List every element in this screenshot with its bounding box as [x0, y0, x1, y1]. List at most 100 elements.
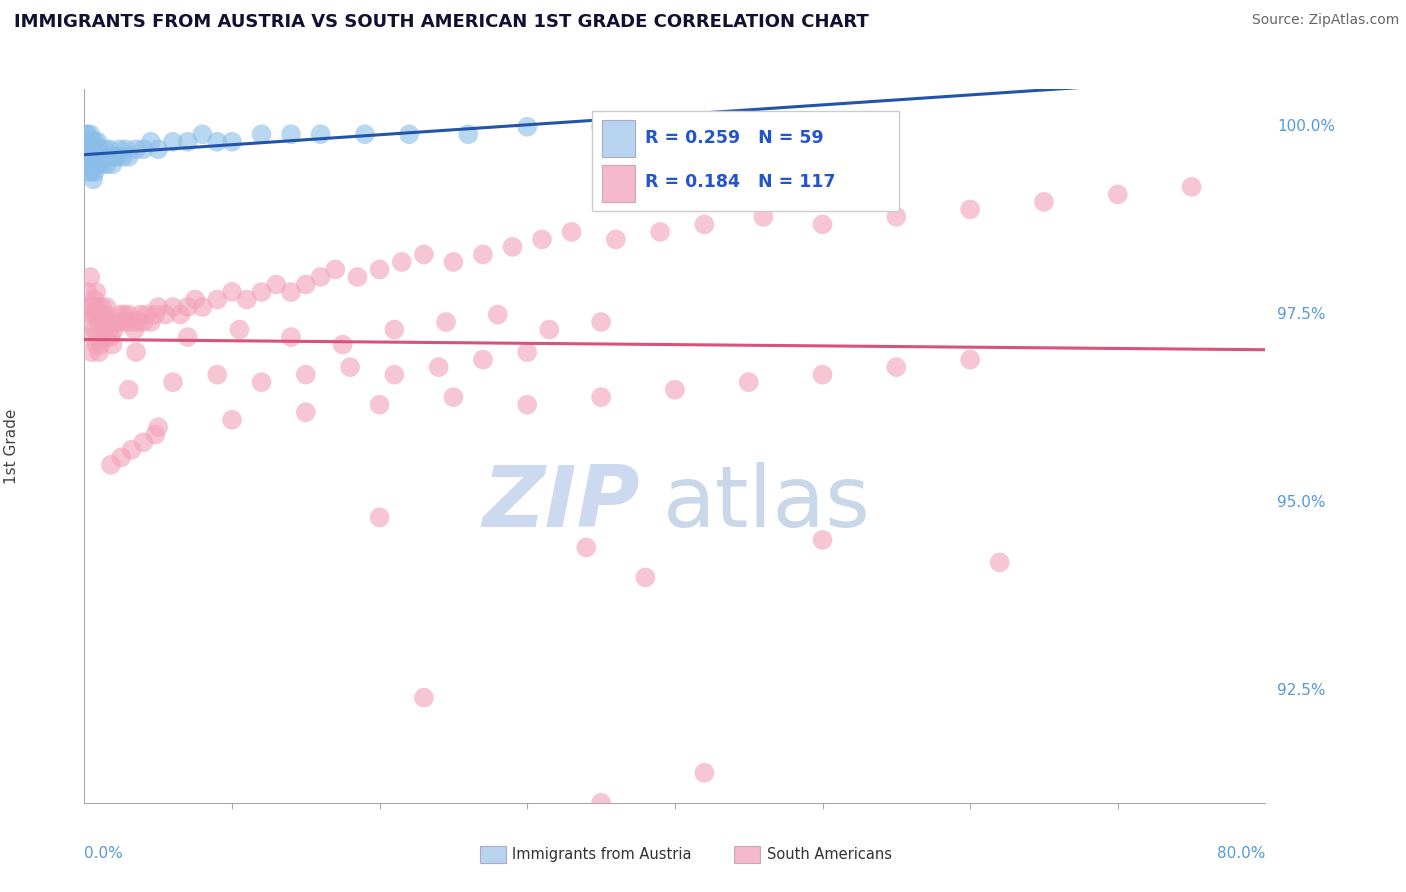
Point: [77, 300, 100, 314]
Point: [98, 142, 121, 156]
Point: [87, 345, 111, 359]
Point: [108, 142, 131, 156]
Point: [575, 541, 598, 555]
Point: [86, 150, 108, 164]
Point: [811, 533, 834, 547]
Point: [148, 420, 170, 434]
Point: [1180, 179, 1202, 194]
Point: [83, 150, 105, 164]
Point: [634, 570, 657, 584]
Point: [76, 142, 98, 156]
Point: [79, 270, 101, 285]
Point: [84, 308, 107, 322]
Point: [110, 315, 132, 329]
Point: [184, 293, 207, 307]
Point: [96, 157, 118, 171]
FancyBboxPatch shape: [602, 120, 634, 157]
Point: [143, 308, 166, 322]
Point: [86, 135, 108, 149]
Point: [82, 330, 104, 344]
Point: [114, 315, 136, 329]
Text: atlas: atlas: [664, 461, 872, 545]
Point: [80, 135, 103, 149]
Point: [382, 322, 406, 336]
Point: [118, 308, 141, 322]
Point: [76, 157, 98, 171]
Point: [80, 345, 103, 359]
Point: [811, 368, 834, 382]
Point: [457, 128, 479, 142]
Point: [75, 150, 97, 164]
Point: [516, 120, 538, 134]
Point: [101, 337, 124, 351]
Point: [280, 128, 302, 142]
Point: [83, 165, 105, 179]
Point: [221, 413, 243, 427]
Point: [169, 308, 191, 322]
Point: [83, 135, 105, 149]
Point: [94, 308, 117, 322]
Text: Immigrants from Austria: Immigrants from Austria: [512, 847, 692, 863]
Point: [591, 120, 613, 134]
Point: [398, 128, 420, 142]
Point: [441, 390, 464, 404]
Point: [80, 150, 103, 164]
Text: 1st Grade: 1st Grade: [4, 409, 20, 483]
Point: [93, 150, 115, 164]
FancyBboxPatch shape: [734, 846, 759, 863]
Point: [80, 165, 103, 179]
Point: [87, 315, 111, 329]
Point: [118, 383, 141, 397]
Point: [77, 135, 100, 149]
Point: [959, 352, 981, 367]
Text: 92.5%: 92.5%: [1277, 682, 1326, 698]
Point: [135, 308, 157, 322]
Point: [83, 293, 105, 307]
Point: [76, 128, 98, 142]
Point: [693, 765, 716, 780]
Point: [96, 300, 118, 314]
Point: [295, 405, 318, 419]
Point: [83, 322, 105, 336]
Point: [264, 277, 288, 292]
Point: [108, 308, 131, 322]
Point: [84, 142, 107, 156]
Point: [886, 210, 908, 224]
Point: [132, 315, 155, 329]
Point: [368, 510, 391, 524]
Point: [221, 135, 243, 149]
Point: [91, 157, 114, 171]
Point: [103, 150, 125, 164]
Point: [139, 135, 162, 149]
Point: [339, 360, 361, 375]
Point: [90, 308, 112, 322]
Point: [323, 262, 347, 277]
Point: [959, 202, 981, 217]
Point: [79, 157, 101, 171]
Point: [228, 322, 250, 336]
Point: [77, 150, 100, 164]
FancyBboxPatch shape: [602, 165, 634, 202]
Point: [391, 255, 413, 269]
Text: R = 0.184   N = 117: R = 0.184 N = 117: [645, 173, 835, 191]
Point: [155, 308, 177, 322]
Point: [162, 135, 184, 149]
Point: [93, 315, 115, 329]
Point: [309, 270, 332, 285]
Point: [177, 300, 200, 314]
Point: [114, 142, 136, 156]
Point: [530, 232, 553, 246]
Text: 100.0%: 100.0%: [1277, 120, 1336, 135]
Point: [86, 300, 108, 314]
Point: [91, 330, 114, 344]
Point: [472, 247, 495, 261]
Point: [105, 315, 128, 329]
Text: Source: ZipAtlas.com: Source: ZipAtlas.com: [1251, 13, 1399, 28]
Point: [427, 360, 450, 375]
Point: [97, 315, 120, 329]
Point: [132, 435, 155, 450]
Point: [162, 300, 184, 314]
Point: [86, 330, 108, 344]
Text: 0.0%: 0.0%: [84, 846, 124, 861]
Point: [191, 300, 214, 314]
